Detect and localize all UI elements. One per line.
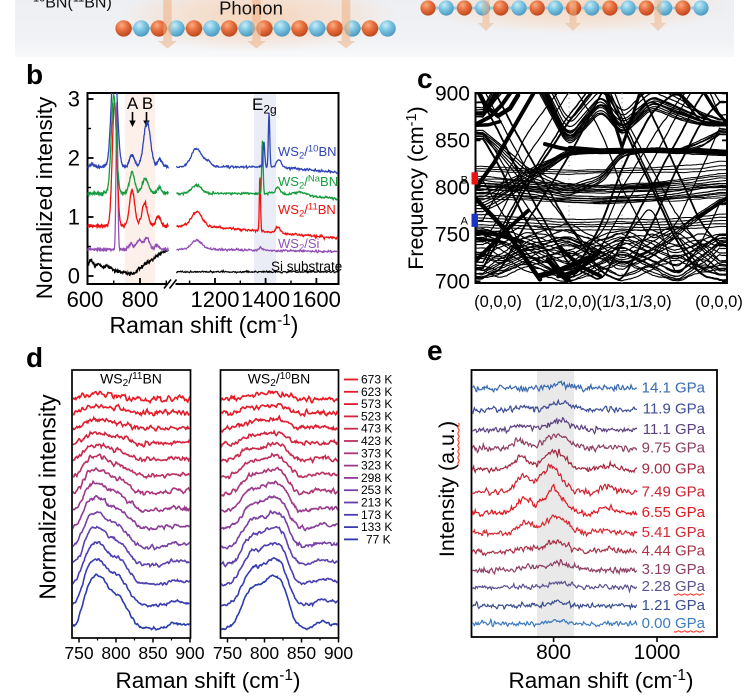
svg-text:WS2/Si: WS2/Si — [278, 236, 320, 254]
svg-text:2: 2 — [68, 146, 80, 171]
svg-text:B: B — [142, 94, 153, 113]
svg-text:5.41 GPa: 5.41 GPa — [642, 524, 706, 541]
svg-text:14.1 GPa: 14.1 GPa — [642, 379, 706, 396]
svg-text:Normalized intensity: Normalized intensity — [32, 96, 57, 299]
svg-text:800: 800 — [250, 643, 279, 663]
svg-text:900: 900 — [175, 643, 204, 663]
svg-text:253 K: 253 K — [361, 483, 392, 497]
svg-text:Si substrate: Si substrate — [271, 259, 342, 274]
svg-text:3.19 GPa: 3.19 GPa — [642, 561, 706, 578]
svg-text:7.49 GPa: 7.49 GPa — [642, 484, 706, 501]
svg-text:1: 1 — [68, 205, 80, 230]
svg-text:B: B — [461, 174, 468, 186]
svg-text:Raman shift (cm-1): Raman shift (cm-1) — [508, 667, 693, 693]
svg-text:(0,0,0): (0,0,0) — [474, 293, 522, 311]
svg-text:6.55 GPa: 6.55 GPa — [642, 504, 706, 521]
svg-text:WS2/11BN: WS2/11BN — [100, 371, 162, 390]
svg-text:11.9 GPa: 11.9 GPa — [643, 401, 706, 418]
svg-text:800: 800 — [122, 287, 159, 312]
svg-text:Phonon: Phonon — [219, 0, 283, 19]
svg-text:0.00 GPa: 0.00 GPa — [642, 615, 706, 632]
svg-text:77 K: 77 K — [366, 532, 391, 546]
svg-text:800: 800 — [101, 643, 130, 663]
svg-text:2.28 GPa: 2.28 GPa — [642, 578, 706, 595]
svg-text:10BN(11BN): 10BN(11BN) — [33, 0, 112, 12]
svg-text:(1/2,0,0): (1/2,0,0) — [535, 293, 596, 311]
svg-text:11.1 GPa: 11.1 GPa — [643, 421, 706, 438]
svg-text:623 K: 623 K — [361, 385, 392, 399]
svg-text:1400: 1400 — [241, 287, 290, 312]
svg-text:Normalized intensity: Normalized intensity — [35, 394, 61, 600]
svg-text:e: e — [427, 335, 443, 366]
svg-text:750: 750 — [435, 223, 470, 246]
svg-text:WS2/10BN: WS2/10BN — [278, 144, 337, 162]
svg-text:373 K: 373 K — [361, 446, 392, 460]
svg-text:600: 600 — [67, 287, 104, 312]
svg-text:133 K: 133 K — [361, 520, 392, 534]
svg-text:Intensity (a.u.): Intensity (a.u.) — [435, 421, 459, 557]
svg-text:700: 700 — [435, 270, 470, 293]
svg-text:0: 0 — [68, 264, 80, 289]
svg-text:900: 900 — [324, 643, 353, 663]
svg-text:673 K: 673 K — [361, 373, 392, 387]
svg-text:800: 800 — [536, 641, 571, 664]
svg-text:b: b — [26, 59, 43, 90]
svg-text:173 K: 173 K — [361, 508, 392, 522]
svg-text:9.00 GPa: 9.00 GPa — [642, 461, 706, 478]
svg-text:1000: 1000 — [634, 641, 681, 664]
svg-text:Raman shift (cm-1): Raman shift (cm-1) — [115, 667, 300, 693]
svg-text:298 K: 298 K — [361, 471, 392, 485]
svg-text:9.75 GPa: 9.75 GPa — [642, 440, 706, 457]
svg-text:900: 900 — [435, 82, 470, 105]
svg-text:WS2/10BN: WS2/10BN — [248, 371, 311, 390]
svg-text:WS2/11BN: WS2/11BN — [278, 202, 336, 220]
svg-text:1.21 GPa: 1.21 GPa — [642, 597, 706, 614]
svg-text:423 K: 423 K — [361, 434, 392, 448]
svg-text:473 K: 473 K — [361, 422, 392, 436]
svg-text:800: 800 — [435, 176, 470, 199]
svg-text:750: 750 — [64, 643, 93, 663]
svg-text:c: c — [417, 63, 433, 94]
svg-text:1200: 1200 — [191, 287, 240, 312]
svg-text:850: 850 — [287, 643, 316, 663]
svg-text:WS2/NaBN: WS2/NaBN — [278, 174, 338, 192]
svg-text:d: d — [26, 342, 43, 373]
svg-text:213 K: 213 K — [361, 496, 392, 510]
svg-text:323 K: 323 K — [361, 459, 392, 473]
svg-text:3: 3 — [68, 87, 80, 112]
svg-text:Frequency (cm-1): Frequency (cm-1) — [404, 106, 428, 269]
svg-text:750: 750 — [213, 643, 242, 663]
svg-text:523 K: 523 K — [361, 409, 392, 423]
svg-text:1600: 1600 — [292, 287, 341, 312]
svg-text:4.44 GPa: 4.44 GPa — [642, 543, 706, 560]
svg-text:A: A — [127, 94, 139, 113]
svg-text:A: A — [461, 216, 469, 228]
svg-text:(0,0,0): (0,0,0) — [695, 293, 743, 311]
svg-text:573 K: 573 K — [361, 397, 392, 411]
svg-text:850: 850 — [435, 129, 470, 152]
svg-text:Raman shift (cm-1): Raman shift (cm-1) — [110, 312, 299, 338]
svg-text:(1/3,1/3,0): (1/3,1/3,0) — [596, 293, 671, 311]
svg-text:850: 850 — [138, 643, 167, 663]
